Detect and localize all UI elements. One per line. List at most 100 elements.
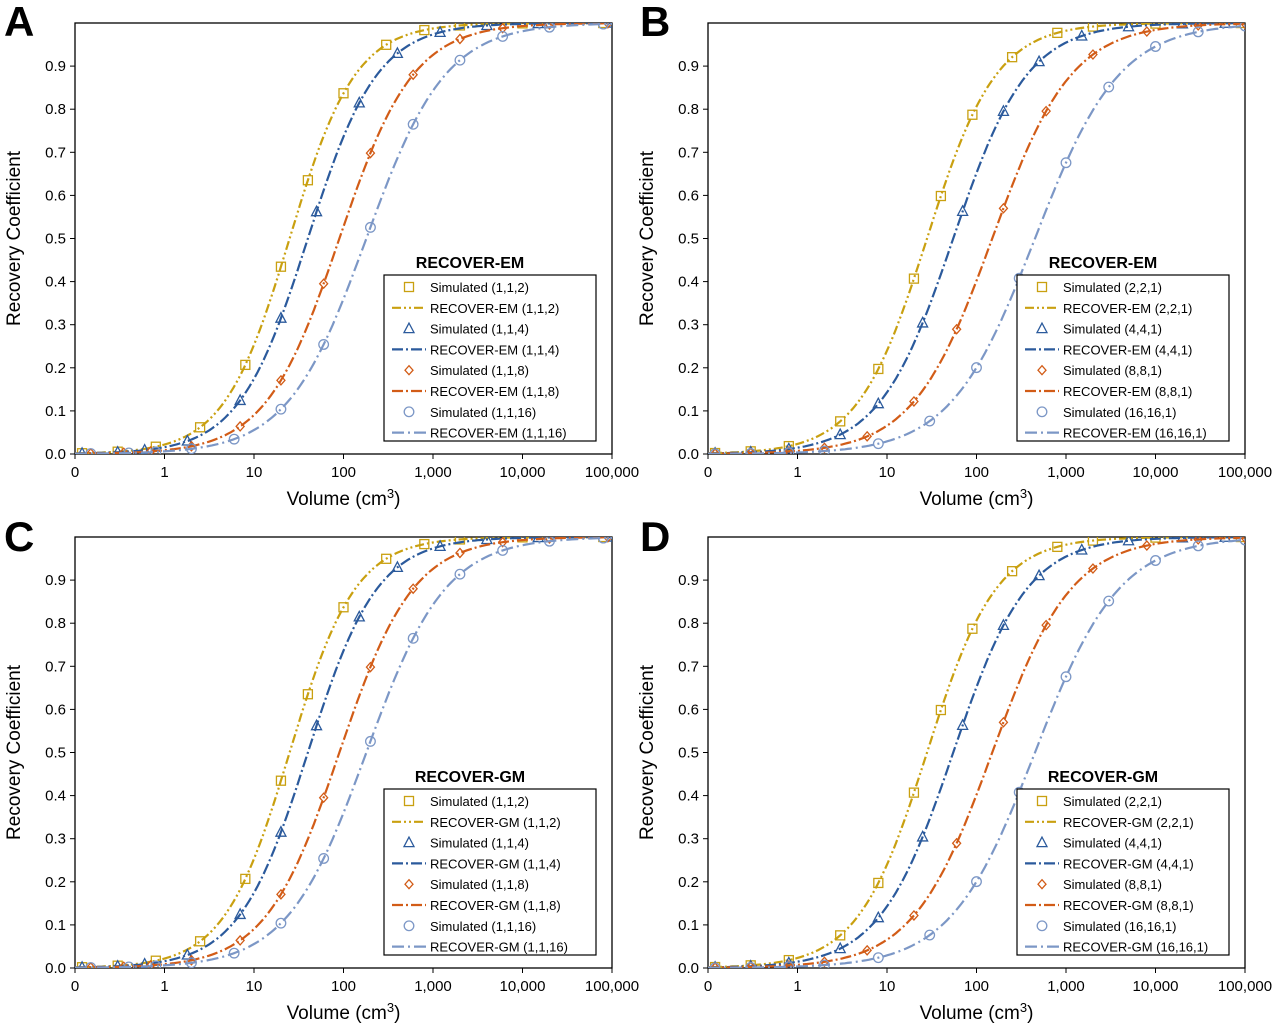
- x-axis-title-sup: 3: [387, 486, 394, 501]
- data-point: [924, 929, 936, 941]
- x-axis-title-main: Volume (cm: [287, 489, 387, 510]
- x-tick-label: 1,000: [1047, 464, 1085, 481]
- panel-letter: A: [4, 0, 34, 45]
- legend-marker: [404, 878, 414, 890]
- data-point: [818, 959, 830, 968]
- chart-panel-c: C 0.0 0.1 0.2 0.3 0.4 0.5 0.6 0.7 0.8 0.9 0 1 10 100 1,…: [4, 513, 639, 1024]
- legend-label: RECOVER-GM (4,4,1): [1063, 856, 1194, 871]
- data-point: [709, 448, 721, 454]
- data-point: [872, 910, 885, 923]
- y-tick-label: 0.4: [45, 274, 66, 291]
- data-point: [234, 393, 247, 406]
- series-orange: [708, 23, 1245, 454]
- data-point: [1141, 26, 1152, 38]
- data-point: [909, 909, 919, 921]
- data-point: [497, 30, 509, 42]
- data-point: [544, 23, 555, 30]
- series-lightblue: [75, 23, 612, 454]
- legend-label: Simulated (1,1,8): [430, 877, 529, 892]
- data-point: [745, 961, 756, 968]
- data-point: [118, 961, 129, 968]
- x-tick-label: 10: [246, 464, 263, 481]
- data-point: [1006, 52, 1018, 63]
- series-orange: [75, 537, 612, 968]
- y-tick-label: 0.2: [45, 874, 66, 891]
- data-point: [275, 775, 287, 786]
- legend-label: RECOVER-EM (1,1,16): [430, 426, 567, 441]
- legend-title: RECOVER-GM: [415, 769, 525, 786]
- y-axis-title: Recovery Coefficient: [637, 150, 658, 326]
- data-point: [924, 415, 936, 427]
- data-point: [318, 339, 330, 350]
- y-tick-label: 0.2: [678, 874, 699, 891]
- legend-label: RECOVER-EM (1,1,8): [430, 384, 559, 399]
- data-point: [381, 553, 392, 564]
- data-point: [150, 960, 162, 968]
- legend-marker: [1036, 281, 1048, 293]
- legend-label: RECOVER-GM (1,1,8): [430, 898, 561, 913]
- data-point: [745, 962, 757, 968]
- y-tick-label: 0.5: [678, 745, 699, 762]
- x-tick-label: 100: [964, 464, 989, 481]
- data-point: [419, 538, 430, 550]
- x-tick-label: 1,000: [414, 464, 452, 481]
- data-point: [783, 961, 795, 968]
- data-point: [274, 825, 288, 837]
- series-lightblue: [708, 23, 1245, 454]
- fit-curve: [75, 537, 612, 968]
- x-axis-title-main: Volume (cm: [287, 1003, 387, 1024]
- x-tick-label: 100: [331, 464, 356, 481]
- data-point: [274, 311, 288, 323]
- legend-marker: [1037, 364, 1047, 376]
- legend-box: [383, 788, 597, 956]
- fit-curve: [75, 23, 612, 454]
- data-point: [408, 583, 419, 595]
- data-point: [1193, 537, 1204, 545]
- data-point: [997, 104, 1010, 116]
- data-point: [1032, 54, 1046, 67]
- x-tick-label: 0: [704, 464, 712, 481]
- data-point: [862, 430, 873, 442]
- data-point: [745, 448, 757, 454]
- legend-label: RECOVER-EM (8,8,1): [1063, 384, 1192, 399]
- fit-curve: [75, 537, 612, 968]
- data-point: [544, 537, 555, 544]
- data-point: [145, 959, 156, 968]
- data-point: [1052, 541, 1063, 553]
- data-point: [908, 273, 920, 284]
- y-tick-label: 0.9: [678, 572, 699, 589]
- y-tick-label: 0.1: [678, 917, 699, 934]
- data-point: [872, 952, 884, 964]
- y-axis-title: Recovery Coefficient: [4, 664, 25, 840]
- legend-marker: [402, 321, 416, 334]
- legend-label: Simulated (2,2,1): [1063, 280, 1162, 295]
- x-axis-title-end: ): [1027, 489, 1033, 510]
- x-tick-label: 0: [71, 978, 79, 995]
- data-point: [956, 718, 969, 731]
- legend-marker: [1035, 321, 1049, 334]
- data-point: [145, 445, 156, 454]
- data-point: [407, 632, 419, 644]
- legend-label: RECOVER-EM (2,2,1): [1063, 301, 1192, 316]
- legend-label: Simulated (8,8,1): [1063, 877, 1162, 892]
- legend-label: Simulated (1,1,8): [430, 363, 529, 378]
- y-axis-title: Recovery Coefficient: [4, 150, 25, 326]
- data-point: [1193, 23, 1204, 31]
- y-tick-label: 0.6: [45, 701, 66, 718]
- legend-box: [1016, 788, 1230, 956]
- data-point: [834, 941, 847, 954]
- y-tick-label: 0.4: [678, 788, 699, 805]
- y-tick-label: 0.2: [45, 360, 66, 377]
- data-point: [873, 877, 884, 889]
- fit-curve: [708, 24, 1245, 454]
- data-point: [783, 959, 794, 968]
- data-point: [1122, 537, 1135, 546]
- x-axis-title: Volume (cm3): [920, 486, 1034, 510]
- data-point: [353, 95, 366, 108]
- y-tick-label: 0.1: [45, 917, 66, 934]
- fit-curve: [75, 23, 612, 454]
- data-point: [235, 934, 246, 946]
- data-point: [1150, 555, 1161, 566]
- data-point: [118, 447, 129, 454]
- y-tick-label: 0.7: [45, 658, 66, 675]
